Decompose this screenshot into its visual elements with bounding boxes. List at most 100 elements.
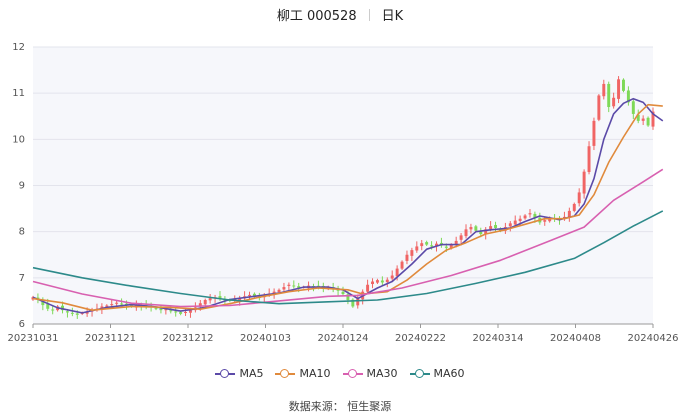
legend-item-ma10[interactable]: MA10 bbox=[275, 367, 331, 380]
candle-body bbox=[46, 303, 50, 309]
legend-swatch-dot bbox=[280, 368, 290, 378]
x-tick-label: 20240314 bbox=[473, 333, 524, 344]
legend-item-ma30[interactable]: MA30 bbox=[342, 367, 398, 380]
candle-body bbox=[626, 90, 630, 103]
legend-swatch-dot bbox=[414, 368, 424, 378]
candle-body bbox=[415, 246, 419, 251]
legend-swatch bbox=[342, 368, 363, 379]
candle-body bbox=[474, 226, 478, 231]
candle-body bbox=[508, 223, 512, 227]
candle-body bbox=[641, 118, 645, 121]
legend: MA5 MA10 MA30 MA60 bbox=[0, 367, 680, 382]
candle-body bbox=[70, 312, 74, 314]
candle-body bbox=[528, 213, 532, 215]
data-source: 数据来源： 恒生聚源 bbox=[288, 400, 392, 413]
candle-body bbox=[597, 95, 601, 120]
candle-body bbox=[454, 240, 458, 245]
candle-body bbox=[636, 114, 640, 121]
title-stock: 柳工 000528 bbox=[276, 9, 357, 24]
y-tick-label: 10 bbox=[12, 134, 25, 145]
candle-body bbox=[459, 235, 463, 240]
y-tick-label: 9 bbox=[19, 181, 25, 192]
candle-body bbox=[218, 296, 222, 299]
candle-body bbox=[420, 243, 424, 247]
candle-body bbox=[129, 304, 133, 307]
y-tick-label: 12 bbox=[12, 42, 25, 53]
x-tick-label: 20240124 bbox=[318, 333, 369, 344]
candle-body bbox=[464, 229, 468, 237]
candle-body bbox=[287, 284, 291, 286]
candle-body bbox=[164, 309, 168, 311]
candle-body bbox=[479, 231, 483, 234]
candle-body bbox=[513, 220, 517, 225]
ma-line-ma10 bbox=[32, 103, 663, 311]
candle-body bbox=[346, 294, 350, 300]
candle-body bbox=[410, 250, 414, 256]
candle-body bbox=[533, 213, 537, 218]
candle-body bbox=[203, 299, 207, 305]
candle-body bbox=[297, 286, 301, 288]
candle-body bbox=[159, 308, 163, 311]
candle-body bbox=[592, 120, 596, 146]
candle-body bbox=[449, 244, 453, 249]
y-tick-label: 11 bbox=[12, 88, 25, 99]
x-tick-label: 20231212 bbox=[163, 333, 214, 344]
candle-body bbox=[622, 79, 625, 91]
legend-label: MA10 bbox=[299, 367, 331, 380]
candle-body bbox=[341, 291, 345, 294]
legend-item-ma5[interactable]: MA5 bbox=[215, 367, 263, 380]
candle-body bbox=[110, 304, 114, 306]
candle-body bbox=[65, 311, 69, 313]
candle-body bbox=[469, 227, 473, 230]
candle-body bbox=[208, 298, 212, 301]
candle-body bbox=[444, 246, 448, 248]
candle-body bbox=[494, 225, 498, 228]
legend-item-ma60[interactable]: MA60 bbox=[409, 367, 465, 380]
candle-body bbox=[405, 254, 409, 261]
candle-body bbox=[292, 285, 296, 287]
chart-title: 柳工 000528 日K bbox=[0, 5, 680, 24]
candle-body bbox=[277, 289, 281, 293]
ma-line-ma30 bbox=[32, 168, 664, 308]
candle-body bbox=[371, 281, 374, 285]
legend-swatch bbox=[409, 368, 430, 379]
candle-body bbox=[61, 305, 64, 311]
candle-body bbox=[607, 83, 611, 108]
candle-body bbox=[489, 226, 493, 229]
candle-body bbox=[154, 308, 158, 310]
title-period: 日K bbox=[381, 9, 404, 24]
candle-body bbox=[400, 261, 404, 269]
candle-body bbox=[179, 312, 183, 314]
candle-body bbox=[41, 299, 45, 306]
candle-body bbox=[174, 311, 178, 313]
candle-body bbox=[430, 245, 434, 247]
candle-body bbox=[169, 310, 173, 312]
candle-body bbox=[646, 117, 650, 126]
candle-body bbox=[105, 305, 109, 307]
legend-swatch bbox=[275, 368, 296, 379]
candle-body bbox=[282, 287, 286, 290]
candle-body bbox=[612, 97, 616, 107]
candle-body bbox=[498, 228, 502, 231]
x-tick-label: 20231121 bbox=[85, 333, 136, 344]
candle-body bbox=[582, 171, 586, 194]
candle-body bbox=[631, 101, 635, 114]
candle-body bbox=[602, 83, 606, 97]
y-tick-label: 7 bbox=[19, 273, 25, 284]
candle-body bbox=[75, 313, 79, 315]
legend-swatch-dot bbox=[220, 368, 230, 378]
candle-body bbox=[248, 294, 251, 296]
candle-body bbox=[375, 280, 379, 283]
candle-body bbox=[198, 303, 202, 307]
candle-body bbox=[395, 268, 399, 277]
candle-body bbox=[617, 79, 621, 99]
x-tick-label: 20240408 bbox=[550, 333, 601, 344]
ma-line-ma60 bbox=[32, 210, 664, 305]
candle-body bbox=[518, 218, 522, 221]
x-tick-label: 20240426 bbox=[628, 333, 679, 344]
candle-body bbox=[543, 220, 547, 222]
x-tick-label: 20240222 bbox=[395, 333, 446, 344]
candle-body bbox=[188, 310, 192, 313]
candle-body bbox=[31, 297, 35, 300]
